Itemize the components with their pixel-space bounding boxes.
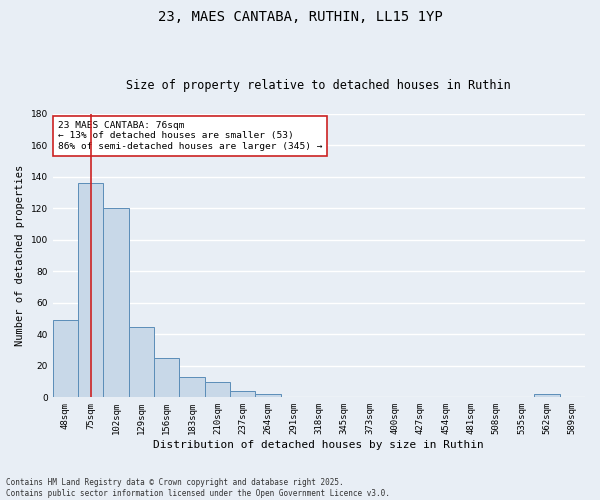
Text: 23, MAES CANTABA, RUTHIN, LL15 1YP: 23, MAES CANTABA, RUTHIN, LL15 1YP: [158, 10, 442, 24]
Bar: [103, 208, 129, 398]
Y-axis label: Number of detached properties: Number of detached properties: [15, 165, 25, 346]
Bar: [53, 320, 78, 398]
Bar: [535, 394, 560, 398]
Title: Size of property relative to detached houses in Ruthin: Size of property relative to detached ho…: [127, 79, 511, 92]
Bar: [78, 184, 103, 398]
Bar: [154, 358, 179, 398]
Bar: [129, 326, 154, 398]
Bar: [256, 394, 281, 398]
Bar: [179, 377, 205, 398]
X-axis label: Distribution of detached houses by size in Ruthin: Distribution of detached houses by size …: [154, 440, 484, 450]
Bar: [230, 391, 256, 398]
Bar: [205, 382, 230, 398]
Text: 23 MAES CANTABA: 76sqm
← 13% of detached houses are smaller (53)
86% of semi-det: 23 MAES CANTABA: 76sqm ← 13% of detached…: [58, 121, 322, 151]
Text: Contains HM Land Registry data © Crown copyright and database right 2025.
Contai: Contains HM Land Registry data © Crown c…: [6, 478, 390, 498]
